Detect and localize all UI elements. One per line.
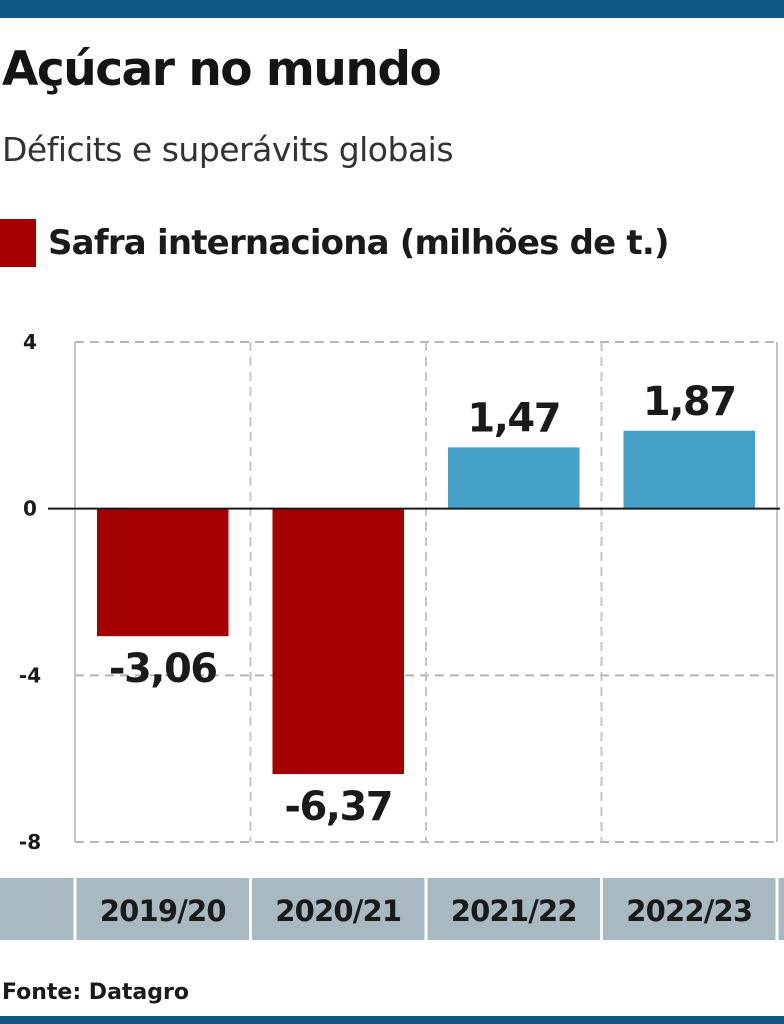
bar	[623, 430, 755, 509]
y-tick-label: -4	[19, 663, 41, 687]
x-tick-label: 2019/20	[100, 894, 226, 928]
bar-value-label: -6,37	[284, 784, 392, 830]
bottom-brand-bar	[0, 1016, 784, 1024]
bar	[448, 447, 580, 509]
bar-value-label: 1,47	[467, 395, 560, 441]
legend: Safra internaciona (milhões de t.)	[0, 218, 670, 268]
y-tick-label: -8	[19, 830, 41, 854]
bar-chart: 4 0 -4 -8 -3,06 -6,37 1,47 1,87 2019/20 2020/21 20…	[0, 330, 784, 940]
chart-subtitle: Déficits e superávits globais	[2, 130, 454, 169]
legend-swatch	[0, 219, 36, 267]
bar	[272, 508, 404, 775]
legend-label: Safra internaciona (milhões de t.)	[48, 223, 670, 263]
x-tick-label: 2022/23	[626, 894, 752, 928]
source-note: Fonte: Datagro	[2, 980, 189, 1005]
bar	[97, 508, 229, 637]
y-tick-label: 0	[23, 497, 37, 521]
x-tick-label: 2020/21	[275, 894, 401, 928]
category-band	[0, 878, 784, 940]
x-tick-label: 2021/22	[451, 894, 577, 928]
y-tick-label: 4	[23, 330, 37, 354]
bar-value-label: 1,87	[643, 379, 736, 425]
bar-value-label: -3,06	[109, 646, 217, 692]
chart-title: Açúcar no mundo	[2, 42, 442, 97]
top-brand-bar	[0, 0, 784, 18]
